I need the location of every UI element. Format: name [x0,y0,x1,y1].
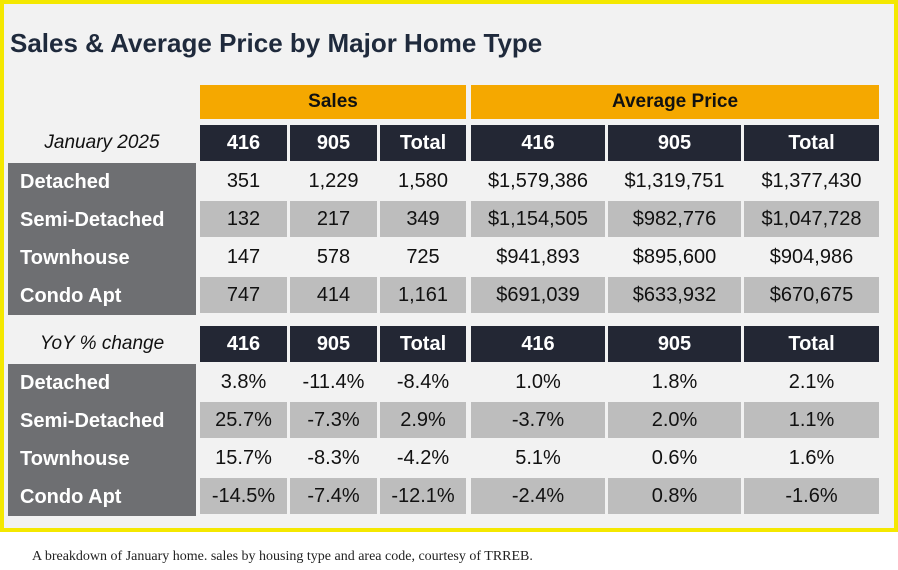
table-cell: -3.7% [471,402,605,438]
column-header: 416 [200,326,287,362]
table-cell: 349 [380,201,466,237]
table-cell: 1,229 [290,163,377,199]
table-cell: $1,319,751 [608,163,741,199]
table-cell: -4.2% [380,440,466,476]
row-label: Condo Apt [8,478,196,516]
table-cell: $904,986 [744,239,879,275]
section-caption: January 2025 [8,125,196,161]
table-cell: $1,047,728 [744,201,879,237]
table-cell: $941,893 [471,239,605,275]
section-caption: YoY % change [8,326,196,362]
column-header: Total [744,125,879,161]
table-cell: 1.0% [471,364,605,400]
table-cell: -8.3% [290,440,377,476]
table-cell: $895,600 [608,239,741,275]
column-header: 905 [608,125,741,161]
table-cell: 132 [200,201,287,237]
column-header: 905 [290,326,377,362]
table-cell: $1,154,505 [471,201,605,237]
table-cell: 0.8% [608,478,741,514]
table-cell: 2.0% [608,402,741,438]
table-cell: 351 [200,163,287,199]
column-header: Total [744,326,879,362]
table-cell: -7.4% [290,478,377,514]
table-cell: -14.5% [200,478,287,514]
image-caption: A breakdown of January home. sales by ho… [32,549,533,564]
table-cell: 725 [380,239,466,275]
table-cell: 2.1% [744,364,879,400]
table-cell: -7.3% [290,402,377,438]
table-cell: $691,039 [471,277,605,313]
group-header-sales: Sales [200,85,466,119]
row-label: Townhouse [8,440,196,478]
table-cell: $633,932 [608,277,741,313]
row-label: Townhouse [8,239,196,277]
table-cell: 1.1% [744,402,879,438]
row-label: Condo Apt [8,277,196,315]
table-cell: $670,675 [744,277,879,313]
row-label: Semi-Detached [8,201,196,239]
table-cell: -1.6% [744,478,879,514]
row-label: Detached [8,364,196,402]
table-cell: $1,579,386 [471,163,605,199]
table-cell: 1.8% [608,364,741,400]
column-header: 416 [471,125,605,161]
column-header: 416 [200,125,287,161]
table-cell: $982,776 [608,201,741,237]
table-cell: 1,580 [380,163,466,199]
table-cell: 25.7% [200,402,287,438]
table-cell: -2.4% [471,478,605,514]
table-cell: 147 [200,239,287,275]
table-cell: 217 [290,201,377,237]
table-cell: 1,161 [380,277,466,313]
table-cell: 0.6% [608,440,741,476]
column-header: Total [380,125,466,161]
row-label: Detached [8,163,196,201]
table-cell: 414 [290,277,377,313]
column-header: 416 [471,326,605,362]
column-header: Total [380,326,466,362]
page-title: Sales & Average Price by Major Home Type [10,28,543,58]
table-cell: -11.4% [290,364,377,400]
group-header-average-price: Average Price [471,85,879,119]
table-cell: 15.7% [200,440,287,476]
table-frame: Sales & Average Price by Major Home Type… [0,0,898,532]
table-cell: 1.6% [744,440,879,476]
table-cell: 3.8% [200,364,287,400]
table-cell: 5.1% [471,440,605,476]
table-cell: -8.4% [380,364,466,400]
column-header: 905 [608,326,741,362]
table-cell: 747 [200,277,287,313]
row-label: Semi-Detached [8,402,196,440]
table-cell: 578 [290,239,377,275]
table-cell: 2.9% [380,402,466,438]
column-header: 905 [290,125,377,161]
table-cell: $1,377,430 [744,163,879,199]
table-cell: -12.1% [380,478,466,514]
